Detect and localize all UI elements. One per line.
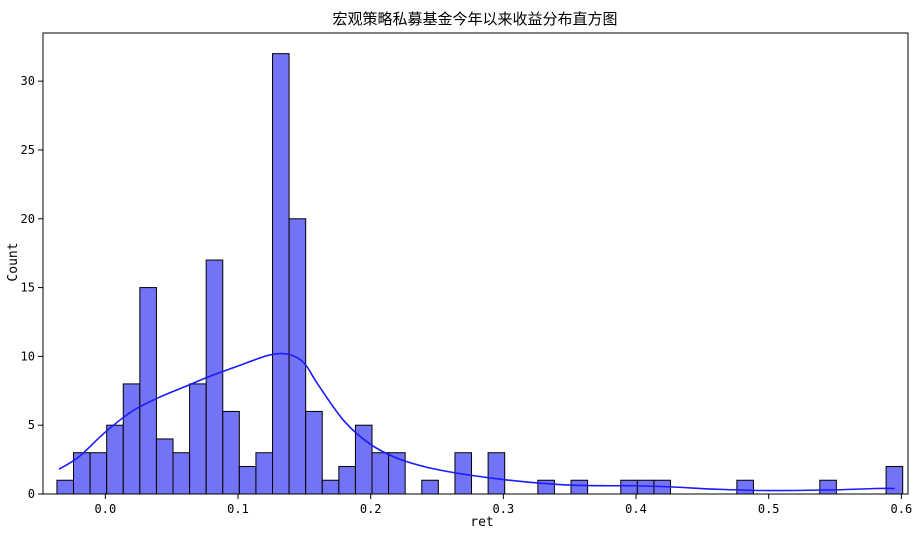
histogram-bar <box>56 479 75 495</box>
histogram-bar <box>288 218 307 495</box>
x-tick-label: 0.5 <box>758 502 780 516</box>
histogram-bar <box>487 452 506 495</box>
histogram-bar <box>636 479 655 495</box>
histogram-bar <box>139 287 157 495</box>
histogram-bar <box>222 410 240 495</box>
histogram-bar <box>421 479 439 495</box>
histogram-bar <box>620 479 638 495</box>
histogram-bar <box>321 479 340 495</box>
histogram-bar <box>537 479 555 495</box>
y-tick-label: 15 <box>21 281 35 295</box>
histogram-bar <box>89 452 108 495</box>
kde-curve <box>58 352 895 492</box>
x-tick-label: 0.6 <box>891 502 913 516</box>
y-tick-label: 0 <box>28 487 35 501</box>
y-tick-label: 20 <box>21 212 35 226</box>
histogram-bar <box>106 424 124 495</box>
x-tick-label: 0.0 <box>95 502 117 516</box>
histogram-bar <box>338 465 356 495</box>
histogram-bar <box>272 53 290 495</box>
chart-title: 宏观策略私募基金今年以来收益分布直方图 <box>332 10 617 28</box>
histogram-bar <box>155 438 174 495</box>
histogram-bar <box>122 383 141 495</box>
y-tick-label: 10 <box>21 349 35 363</box>
histogram-bar <box>885 465 904 495</box>
histogram-bar <box>305 410 323 495</box>
x-axis-label: ret <box>470 515 493 530</box>
histogram-bar <box>255 452 274 495</box>
histogram-bar <box>238 465 257 495</box>
histogram-bar <box>570 479 589 495</box>
histogram-bar <box>371 452 390 495</box>
y-tick-label: 30 <box>21 74 35 88</box>
histogram-bar <box>736 479 754 495</box>
x-tick-label: 0.3 <box>493 502 515 516</box>
histogram-bars <box>56 53 904 495</box>
y-tick-label: 5 <box>28 418 35 432</box>
x-tick-label: 0.2 <box>360 502 382 516</box>
x-tick-label: 0.4 <box>625 502 647 516</box>
histogram-bar <box>819 479 837 495</box>
x-tick-label: 0.1 <box>227 502 249 516</box>
x-axis-ticks: 0.0 0.1 0.2 0.3 0.4 0.5 0.6 <box>95 494 913 516</box>
y-axis-label: Count <box>6 242 21 281</box>
plot-area-frame <box>42 32 909 495</box>
y-axis-ticks: 0 5 10 15 20 25 30 <box>21 74 43 501</box>
histogram-bar <box>172 452 191 495</box>
histogram-bar <box>189 383 207 495</box>
y-tick-label: 25 <box>21 143 35 157</box>
